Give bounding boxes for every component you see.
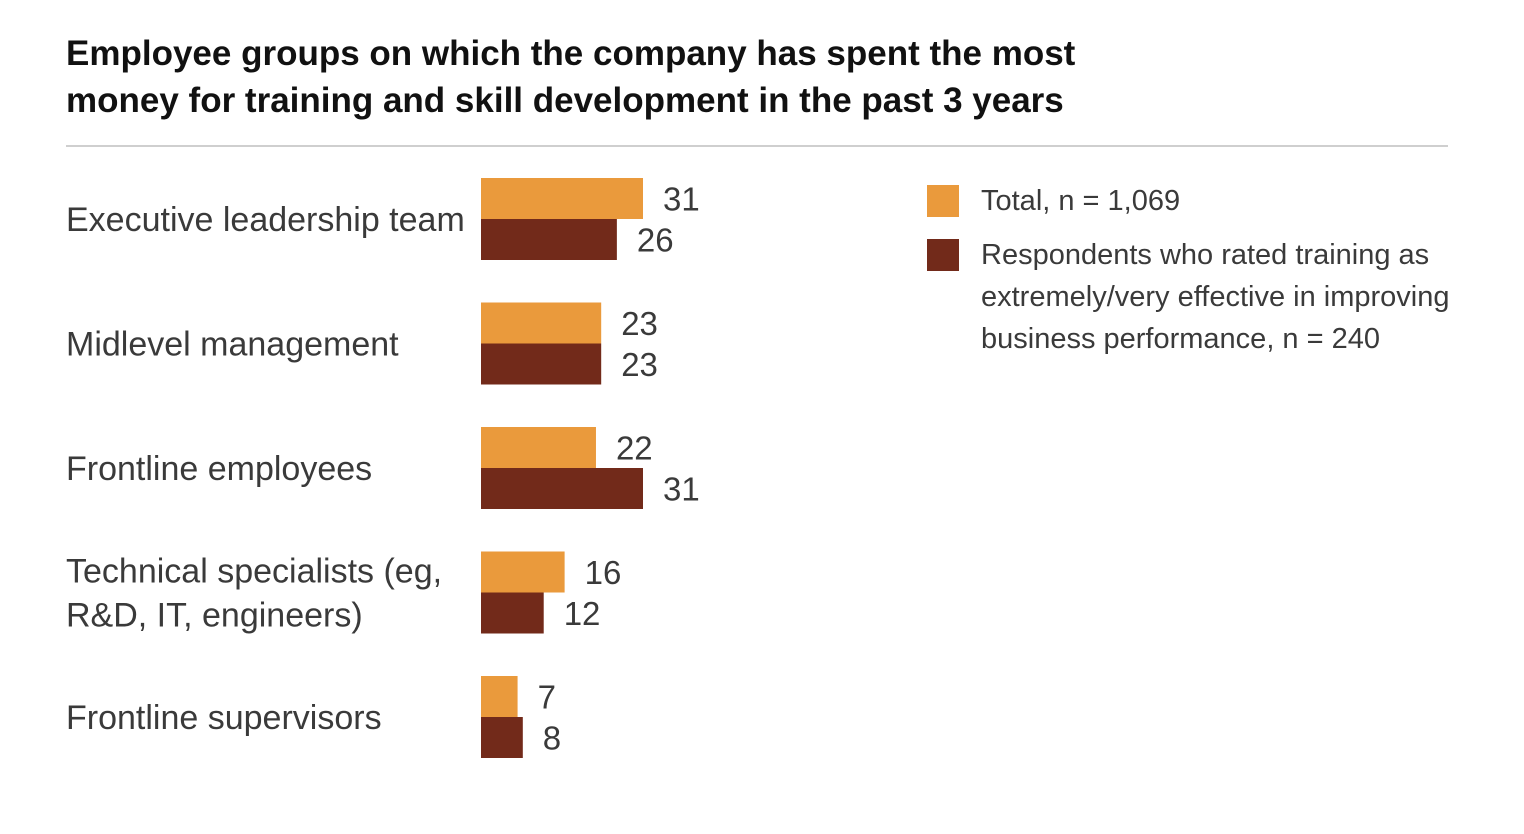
category-label: Frontline supervisors [66,699,382,737]
value-label-effective: 12 [564,595,601,632]
category-label: Midlevel management [66,326,399,364]
bar-total [481,427,596,468]
bar-total [481,178,643,219]
value-label-effective: 23 [621,346,658,383]
value-label-effective: 8 [543,720,561,757]
legend-swatch-effective [927,239,959,271]
legend-item-effective: Respondents who rated training as extrem… [927,234,1487,360]
title-divider [66,145,1448,147]
chart-title: Employee groups on which the company has… [66,30,1166,124]
value-label-total: 31 [663,181,700,218]
value-label-effective: 26 [637,222,674,259]
bar-total [481,676,518,717]
legend-swatch-total [927,185,959,217]
value-label-total: 7 [538,679,556,716]
category-label: Technical specialists (eg, [66,553,442,591]
value-label-total: 16 [585,554,622,591]
bar-effective [481,219,617,260]
bar-effective [481,468,643,509]
category-label: Executive leadership team [66,201,465,239]
legend-label-total: Total, n = 1,069 [981,185,1181,217]
chart-title-line-2: money for training and skill development… [66,81,1064,120]
bar-total [481,551,565,593]
bar-total [481,302,602,344]
category-label: Frontline employees [66,450,372,488]
value-label-effective: 31 [663,471,700,508]
bar-effective [481,343,602,385]
bar-effective [481,592,544,634]
legend-item-total: Total, n = 1,069 [927,180,1487,222]
value-label-total: 22 [616,430,653,467]
legend-label-effective: Respondents who rated training as extrem… [981,239,1450,355]
value-label-total: 23 [621,305,658,342]
category-label: R&D, IT, engineers) [66,597,363,635]
chart-legend: Total, n = 1,069 Respondents who rated t… [927,180,1487,372]
chart-title-line-1: Employee groups on which the company has… [66,34,1076,73]
bar-effective [481,717,523,758]
